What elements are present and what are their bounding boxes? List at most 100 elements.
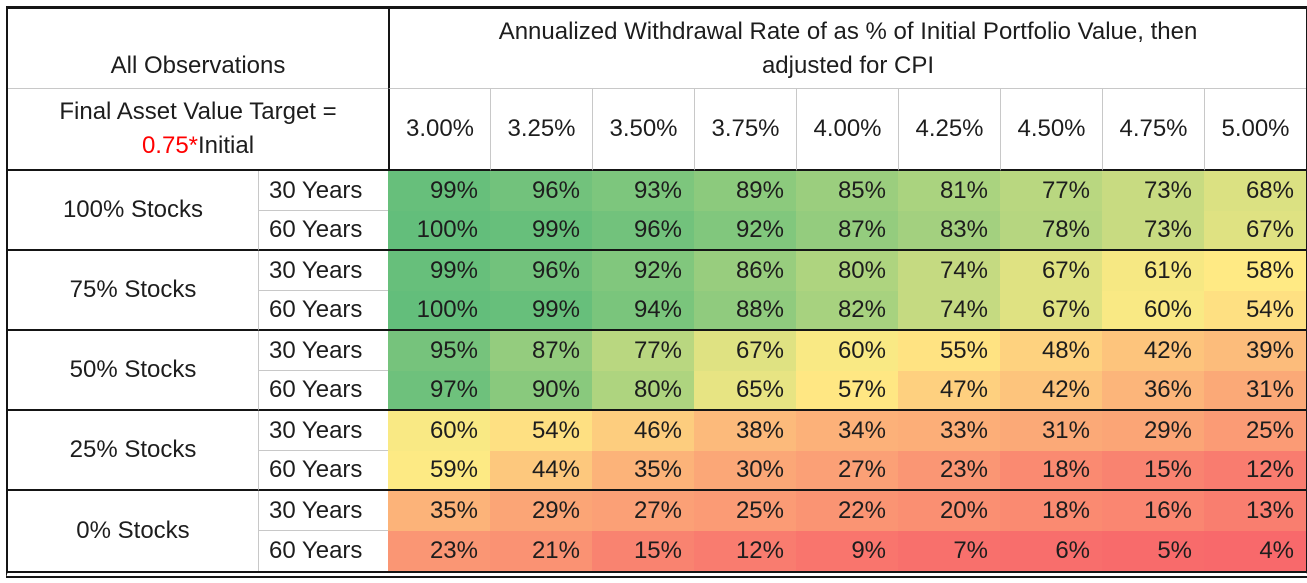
value-cell: 6% [1000,531,1102,571]
value-cell: 80% [796,251,898,291]
value-cell: 21% [490,531,592,571]
period-label: 60 Years [258,211,388,251]
column-header: 4.00% [796,89,898,171]
value-cell: 20% [898,491,1000,531]
row-group-label: 25% Stocks [8,411,258,491]
value-cell: 42% [1102,331,1204,371]
value-cell: 60% [796,331,898,371]
period-label: 30 Years [258,331,388,371]
value-cell: 73% [1102,211,1204,251]
value-cell: 99% [490,211,592,251]
final-asset-target-line2: 0.75*Initial [142,129,254,163]
row-group-label: 75% Stocks [8,251,258,331]
value-cell: 42% [1000,371,1102,411]
value-cell: 16% [1102,491,1204,531]
value-cell: 13% [1204,491,1306,531]
value-cell: 29% [490,491,592,531]
value-cell: 92% [694,211,796,251]
value-cell: 15% [592,531,694,571]
value-cell: 77% [1000,171,1102,211]
value-cell: 68% [1204,171,1306,211]
value-cell: 89% [694,171,796,211]
value-cell: 22% [796,491,898,531]
row-group-label: 50% Stocks [8,331,258,411]
value-cell: 46% [592,411,694,451]
value-cell: 23% [898,451,1000,491]
corner-header: All Observations [8,9,388,89]
period-label: 60 Years [258,531,388,571]
value-cell: 97% [388,371,490,411]
value-cell: 74% [898,251,1000,291]
value-cell: 81% [898,171,1000,211]
withdrawal-rate-table: All Observations Annualized Withdrawal R… [6,6,1307,578]
column-header: 4.50% [1000,89,1102,171]
value-cell: 18% [1000,451,1102,491]
value-cell: 25% [694,491,796,531]
value-cell: 83% [898,211,1000,251]
table-title: Annualized Withdrawal Rate of as % of In… [388,9,1306,89]
value-cell: 31% [1204,371,1306,411]
value-cell: 96% [490,171,592,211]
final-asset-target-line1: Final Asset Value Target = [59,98,337,126]
value-cell: 5% [1102,531,1204,571]
value-cell: 87% [490,331,592,371]
value-cell: 38% [694,411,796,451]
value-cell: 36% [1102,371,1204,411]
value-cell: 85% [796,171,898,211]
column-header: 3.25% [490,89,592,171]
value-cell: 12% [694,531,796,571]
row-group-label: 100% Stocks [8,171,258,251]
value-cell: 95% [388,331,490,371]
value-cell: 27% [796,451,898,491]
value-cell: 54% [490,411,592,451]
value-cell: 96% [592,211,694,251]
value-cell: 86% [694,251,796,291]
value-cell: 23% [388,531,490,571]
value-cell: 67% [1000,251,1102,291]
final-asset-target-suffix: Initial [198,132,255,159]
value-cell: 73% [1102,171,1204,211]
final-asset-target-header: Final Asset Value Target = 0.75*Initial [8,89,388,171]
value-cell: 35% [592,451,694,491]
row-group-label: 0% Stocks [8,491,258,571]
value-cell: 18% [1000,491,1102,531]
period-label: 60 Years [258,451,388,491]
value-cell: 96% [490,251,592,291]
value-cell: 67% [1000,291,1102,331]
column-header: 5.00% [1204,89,1306,171]
value-cell: 94% [592,291,694,331]
value-cell: 92% [592,251,694,291]
value-cell: 74% [898,291,1000,331]
value-cell: 67% [694,331,796,371]
value-cell: 57% [796,371,898,411]
value-cell: 4% [1204,531,1306,571]
column-header: 3.50% [592,89,694,171]
value-cell: 78% [1000,211,1102,251]
value-cell: 55% [898,331,1000,371]
value-cell: 47% [898,371,1000,411]
table-title-line1: Annualized Withdrawal Rate of as % of In… [498,18,1198,46]
value-cell: 54% [1204,291,1306,331]
value-cell: 80% [592,371,694,411]
period-label: 30 Years [258,491,388,531]
period-label: 60 Years [258,371,388,411]
value-cell: 61% [1102,251,1204,291]
value-cell: 58% [1204,251,1306,291]
value-cell: 7% [898,531,1000,571]
value-cell: 88% [694,291,796,331]
value-cell: 35% [388,491,490,531]
value-cell: 100% [388,291,490,331]
period-label: 30 Years [258,171,388,211]
value-cell: 25% [1204,411,1306,451]
value-cell: 48% [1000,331,1102,371]
value-cell: 34% [796,411,898,451]
value-cell: 33% [898,411,1000,451]
value-cell: 99% [388,251,490,291]
value-cell: 12% [1204,451,1306,491]
value-cell: 29% [1102,411,1204,451]
value-cell: 65% [694,371,796,411]
value-cell: 15% [1102,451,1204,491]
value-cell: 100% [388,211,490,251]
column-header: 3.75% [694,89,796,171]
